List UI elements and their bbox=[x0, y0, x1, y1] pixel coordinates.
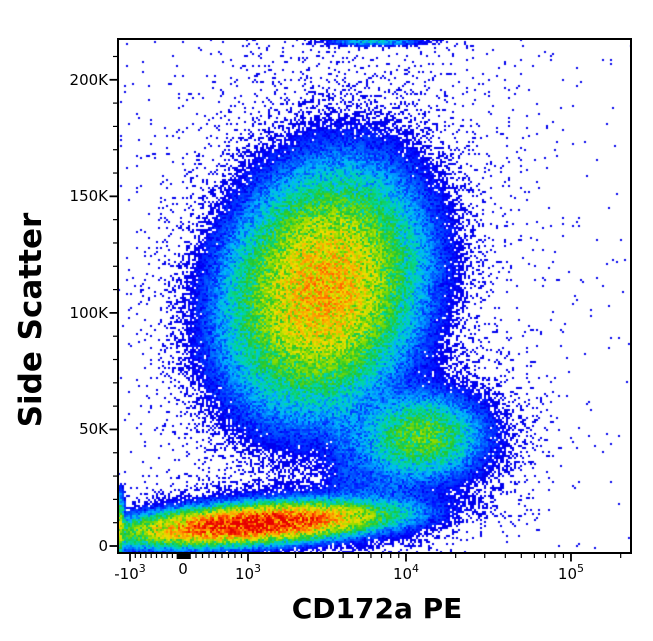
y-tick-label: 200K bbox=[69, 70, 108, 89]
x-tick-label: 105 bbox=[557, 562, 585, 583]
x-tick-label: -103 bbox=[114, 562, 146, 583]
x-tick-label: 0 bbox=[178, 560, 188, 578]
x-axis-title: CD172a PE bbox=[291, 592, 463, 625]
y-tick-label: 50K bbox=[79, 420, 108, 439]
y-tick-label: 150K bbox=[69, 187, 108, 206]
x-tick-label: 104 bbox=[392, 562, 420, 583]
y-tick-label: 0 bbox=[98, 537, 108, 555]
density-plot-canvas bbox=[118, 39, 631, 553]
x-axis-zero-tick-cluster bbox=[176, 554, 191, 559]
y-tick-label: 100K bbox=[69, 303, 108, 322]
x-tick-label: 103 bbox=[234, 562, 262, 583]
